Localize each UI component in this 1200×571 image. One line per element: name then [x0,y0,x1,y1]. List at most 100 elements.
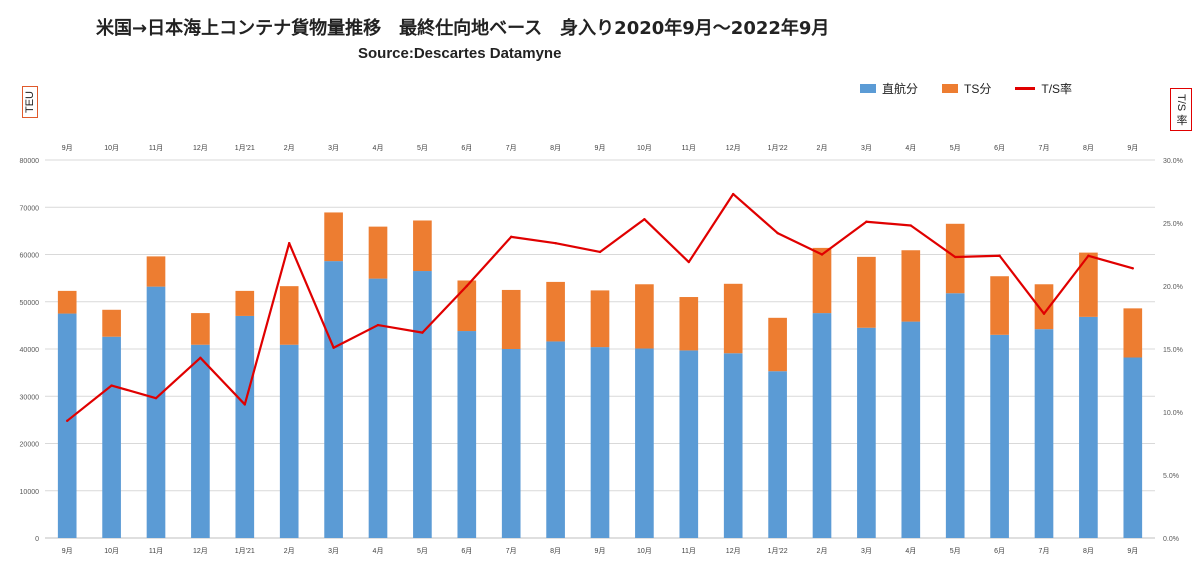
line-point [998,254,1001,257]
bar-ts [1123,308,1143,358]
x-tick-label: 6月 [994,547,1005,555]
x-tick-label: 10月 [637,547,652,555]
legend-swatch-direct [860,84,876,93]
legend-label-rate: T/S率 [1041,82,1073,96]
bar-ts [102,309,121,337]
x-tick-label: 12月 [193,547,208,555]
x-tick-label: 6月 [461,547,472,555]
line-point [820,253,824,256]
x-tick-label-top: 5月 [417,144,428,152]
chart-subtitle: Source:Descartes Datamyne [358,45,562,62]
bar-ts [635,284,654,349]
x-tick-label-top: 2月 [284,144,295,152]
x-tick-label-top: 6月 [461,144,472,152]
x-tick-label-top: 11月 [682,144,696,152]
x-tick-label-top: 4月 [373,144,384,152]
x-tick-label-top: 1月'22 [768,144,788,152]
bar-ts [501,289,521,349]
y-tick-label: 0 [35,536,39,543]
line-point [1087,254,1090,257]
line-point [865,220,868,223]
x-tick-label-top: 10月 [637,144,652,152]
x-tick-label-top: 7月 [1039,144,1050,152]
line-point [598,250,602,254]
bar-ts [413,220,432,272]
legend-label-ts: TS分 [964,82,992,96]
x-tick-label: 12月 [726,547,741,555]
x-tick-label: 4月 [373,547,384,555]
line-point [288,241,291,245]
bar-direct [1079,316,1098,538]
legend-label-direct: 直航分 [882,82,919,96]
bar-ts [857,256,876,328]
y2-tick-label: 10.0% [1163,410,1183,417]
x-tick-label-top: 8月 [550,144,561,152]
line-point [954,255,957,259]
x-tick-label-top: 3月 [861,144,872,152]
x-tick-label: 11月 [149,547,163,555]
y-tick-label: 60000 [20,253,40,260]
bar-direct [457,331,477,538]
bar-direct [1034,329,1054,538]
y2-tick-label: 20.0% [1163,284,1183,291]
bar-ts [723,283,743,354]
x-tick-label: 7月 [1039,547,1050,555]
x-tick-label-top: 9月 [62,144,73,152]
line-point [66,419,69,423]
bar-ts [546,281,565,342]
bar-ts [990,276,1009,335]
legend-swatch-rate [1015,87,1036,90]
y-tick-label: 80000 [20,158,40,165]
x-tick-label: 1月'22 [768,547,788,555]
line-point [909,224,912,227]
bar-direct [901,321,921,538]
bar-direct [191,344,210,538]
y2-tick-label: 30.0% [1163,158,1183,165]
bar-direct [413,271,432,538]
x-tick-label-top: 6月 [994,144,1005,152]
x-tick-label-top: 4月 [905,144,916,152]
x-tick-label-top: 9月 [1127,144,1138,152]
bar-ts [901,250,921,322]
line-point [687,260,690,264]
x-tick-label: 2月 [284,547,295,555]
x-tick-label: 2月 [817,547,828,555]
x-tick-label: 1月'21 [235,547,255,555]
y-tick-label: 40000 [20,347,40,354]
bar-direct [501,349,521,538]
bar-direct [235,315,255,538]
y2-tick-label: 15.0% [1163,347,1183,354]
bar-direct [857,327,876,538]
x-tick-label: 9月 [595,547,606,555]
bar-direct [1123,357,1143,538]
bar-ts [324,212,343,262]
bar-direct [279,344,299,538]
x-tick-label-top: 8月 [1083,144,1094,152]
y-tick-label: 70000 [20,205,40,212]
bar-ts [279,286,299,345]
bar-direct [635,348,654,538]
line-point [465,284,468,288]
x-tick-label: 5月 [950,547,961,555]
x-tick-label-top: 9月 [595,144,606,152]
bar-direct [324,261,343,538]
bar-ts [235,290,255,316]
x-tick-label: 8月 [1083,547,1094,555]
x-tick-label-top: 10月 [104,144,119,152]
bar-ts [457,280,477,332]
line-point [776,231,779,235]
line-point [199,356,202,360]
x-tick-label: 9月 [1127,547,1138,555]
x-tick-label-top: 2月 [817,144,828,152]
bar-ts [368,226,388,279]
line-point [243,403,246,406]
line-point [332,346,335,349]
bar-direct [146,286,166,538]
x-tick-label: 10月 [104,547,119,555]
x-tick-label: 9月 [62,547,73,555]
x-tick-label: 3月 [328,547,339,555]
bar-ts [945,223,965,294]
line-point [732,192,735,196]
y-tick-label: 20000 [20,442,40,449]
